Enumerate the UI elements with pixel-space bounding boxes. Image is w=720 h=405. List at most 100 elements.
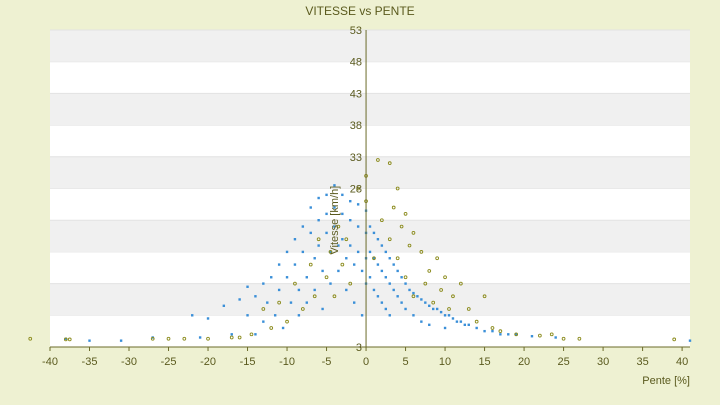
data-point-blue [277,288,281,292]
data-point-blue [285,276,289,279]
data-point-blue [317,196,320,200]
data-point-blue [372,231,376,235]
x-tick-label: -40 [42,356,58,368]
data-point-blue [266,301,269,304]
data-point-blue [333,206,336,209]
data-point-blue [333,184,336,187]
data-point-blue [337,269,340,273]
data-point-blue [514,333,518,336]
data-point-olive [63,337,68,342]
data-point-olive [538,333,542,338]
data-point-blue [447,314,451,317]
data-point-olive [399,224,404,229]
data-point-blue [380,301,384,304]
plot-area: -40 -35 -30 -25 -20 -15 -10 -5 0 5 10 15 20 25 30 35 40 3… [28,25,692,368]
grid-band [50,156,690,189]
data-point-blue [443,314,447,317]
data-point-blue [222,304,226,307]
data-point-blue [325,212,328,216]
data-point-blue [325,193,328,197]
data-point-blue [372,257,376,260]
data-point-olive [182,336,187,341]
data-point-blue [443,326,447,330]
data-point-olive [312,294,317,299]
data-point-blue [388,257,391,260]
data-point-blue [400,301,403,304]
data-point-olive [372,256,376,261]
y-tick-label: 3 [356,342,362,354]
data-point-olive [490,326,495,330]
grid-band [50,30,690,62]
data-point-olive [336,224,341,229]
data-point-olive [376,158,380,162]
data-point-olive [344,237,349,242]
data-point-blue [285,250,289,254]
data-point-olive [285,319,289,324]
data-point-blue [341,212,344,216]
x-tick-label: 40 [676,356,688,368]
data-point-blue [356,250,360,254]
data-point-olive [423,281,428,286]
data-point-olive [356,186,360,191]
data-point-blue [281,326,285,330]
data-point-blue [499,333,502,336]
data-point-blue [459,320,463,323]
y-tick-label: 33 [350,152,362,164]
data-point-olive [67,337,72,342]
data-point-blue [64,337,68,340]
data-point-blue [305,276,308,279]
data-point-blue [293,263,297,266]
data-point-olive [411,231,416,235]
data-point-blue [554,336,557,339]
y-tick-label: 38 [350,120,362,132]
data-point-blue [404,307,407,311]
data-point-blue [360,269,364,273]
data-point-olive [403,275,408,280]
data-point-olive [328,250,333,254]
data-point-blue [412,314,415,317]
data-point-blue [467,323,470,327]
x-tick-label: 5 [402,356,408,368]
data-point-blue [388,282,391,285]
data-point-olive [380,218,384,223]
data-point-blue [360,314,364,317]
data-point-blue [352,301,356,304]
y-tick-label: 53 [350,25,362,37]
data-point-blue [191,314,194,317]
data-point-olive [407,243,412,248]
grid-band [50,283,690,316]
data-point-olive [395,186,400,191]
data-point-blue [313,288,316,292]
x-tick-label: 15 [478,356,490,368]
data-point-olive [316,237,321,242]
data-point-olive [451,294,455,299]
data-point-blue [416,295,419,298]
data-point-olive [229,335,234,340]
x-tick-label: -20 [200,356,216,368]
data-point-blue [475,326,478,330]
data-point-olive [443,275,447,280]
data-point-blue [246,314,249,317]
data-point-olive [411,294,416,299]
data-point-blue [507,333,510,336]
data-point-blue [309,231,312,235]
data-point-blue [688,339,692,342]
data-point-olive [514,332,519,337]
data-point-olive [261,307,266,311]
data-point-blue [329,250,332,254]
data-point-blue [451,317,455,320]
y-axis-title: Vitesse [km/h] [329,186,341,255]
data-point-blue [273,314,277,317]
data-point-blue [313,257,316,260]
data-point-olive [387,237,392,242]
data-point-blue [424,301,427,304]
data-point-blue [297,314,301,317]
data-point-olive [498,329,503,333]
data-point-blue [329,282,332,285]
data-point-blue [491,329,494,333]
data-point-blue [341,193,344,197]
data-point-blue [301,250,305,254]
data-point-olive [391,205,396,210]
data-point-olive [269,326,274,330]
